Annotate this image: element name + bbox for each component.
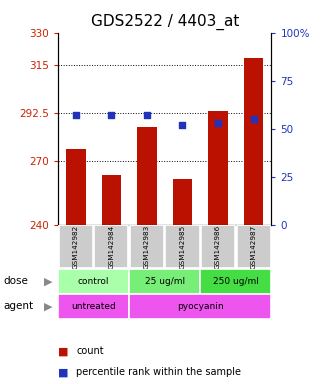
- Bar: [59, 225, 93, 268]
- Text: GSM142982: GSM142982: [73, 225, 79, 269]
- Text: GSM142983: GSM142983: [144, 225, 150, 269]
- Bar: [130, 225, 164, 268]
- Text: GSM142985: GSM142985: [179, 225, 185, 269]
- Text: 250 ug/ml: 250 ug/ml: [213, 277, 259, 286]
- Bar: [58, 269, 129, 294]
- Bar: [200, 269, 271, 294]
- Bar: [58, 294, 129, 319]
- Point: [215, 120, 221, 126]
- Text: GSM142987: GSM142987: [251, 225, 257, 269]
- Text: ▶: ▶: [44, 301, 52, 311]
- Text: agent: agent: [3, 301, 33, 311]
- Text: untreated: untreated: [71, 302, 116, 311]
- Text: ■: ■: [58, 346, 69, 356]
- Text: ▶: ▶: [44, 276, 52, 286]
- Bar: [129, 294, 271, 319]
- Bar: [66, 149, 85, 225]
- Bar: [237, 225, 271, 268]
- Bar: [173, 179, 192, 225]
- Text: count: count: [76, 346, 104, 356]
- Text: GSM142984: GSM142984: [108, 225, 114, 269]
- Bar: [137, 126, 157, 225]
- Point: [251, 116, 256, 122]
- Text: percentile rank within the sample: percentile rank within the sample: [76, 367, 241, 377]
- Point: [180, 122, 185, 128]
- Text: GDS2522 / 4403_at: GDS2522 / 4403_at: [91, 13, 240, 30]
- Bar: [129, 269, 200, 294]
- Bar: [102, 174, 121, 225]
- Text: pyocyanin: pyocyanin: [177, 302, 223, 311]
- Point: [109, 112, 114, 118]
- Point: [73, 112, 78, 118]
- Point: [144, 112, 150, 118]
- Text: GSM142986: GSM142986: [215, 225, 221, 269]
- Text: control: control: [78, 277, 109, 286]
- Bar: [166, 225, 200, 268]
- Bar: [201, 225, 235, 268]
- Bar: [94, 225, 128, 268]
- Text: dose: dose: [3, 276, 28, 286]
- Bar: [244, 58, 263, 225]
- Text: ■: ■: [58, 367, 69, 377]
- Text: 25 ug/ml: 25 ug/ml: [145, 277, 185, 286]
- Bar: [208, 111, 228, 225]
